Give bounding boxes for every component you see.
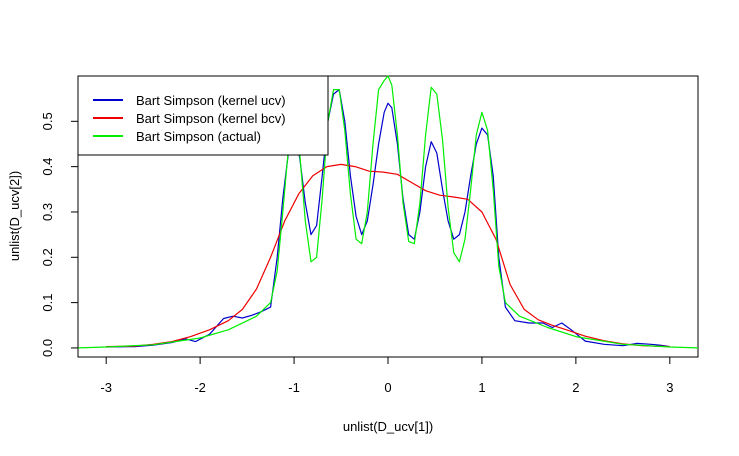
x-axis: -3 -2 -1 0 1 2 3 (100, 356, 673, 395)
y-axis: 0.0 0.1 0.2 0.3 0.4 0.5 (40, 112, 79, 357)
x-tick-label: 2 (572, 380, 579, 395)
x-tick-label: 0 (384, 380, 391, 395)
legend-label-1: Bart Simpson (kernel bcv) (136, 111, 286, 126)
legend-label-2: Bart Simpson (actual) (136, 129, 261, 144)
y-tick-label: 0.3 (40, 203, 55, 221)
legend-box (77, 75, 329, 156)
legend: Bart Simpson (kernel ucv) Bart Simpson (k… (77, 75, 329, 156)
x-tick-label: 1 (478, 380, 485, 395)
y-tick-label: 0.5 (40, 112, 55, 130)
x-tick-label: 3 (666, 380, 673, 395)
x-tick-label: -2 (194, 380, 206, 395)
y-tick-label: 0.2 (40, 248, 55, 266)
x-tick-label: -1 (288, 380, 300, 395)
y-tick-label: 0.0 (40, 339, 55, 357)
series-line-1 (106, 163, 670, 348)
y-axis-label: unlist(D_ucv[2]) (7, 171, 22, 261)
x-axis-label: unlist(D_ucv[1]) (343, 419, 433, 434)
x-tick-label: -3 (100, 380, 112, 395)
y-tick-label: 0.1 (40, 294, 55, 312)
legend-label-0: Bart Simpson (kernel ucv) (136, 93, 286, 108)
y-tick-label: 0.4 (40, 158, 55, 176)
